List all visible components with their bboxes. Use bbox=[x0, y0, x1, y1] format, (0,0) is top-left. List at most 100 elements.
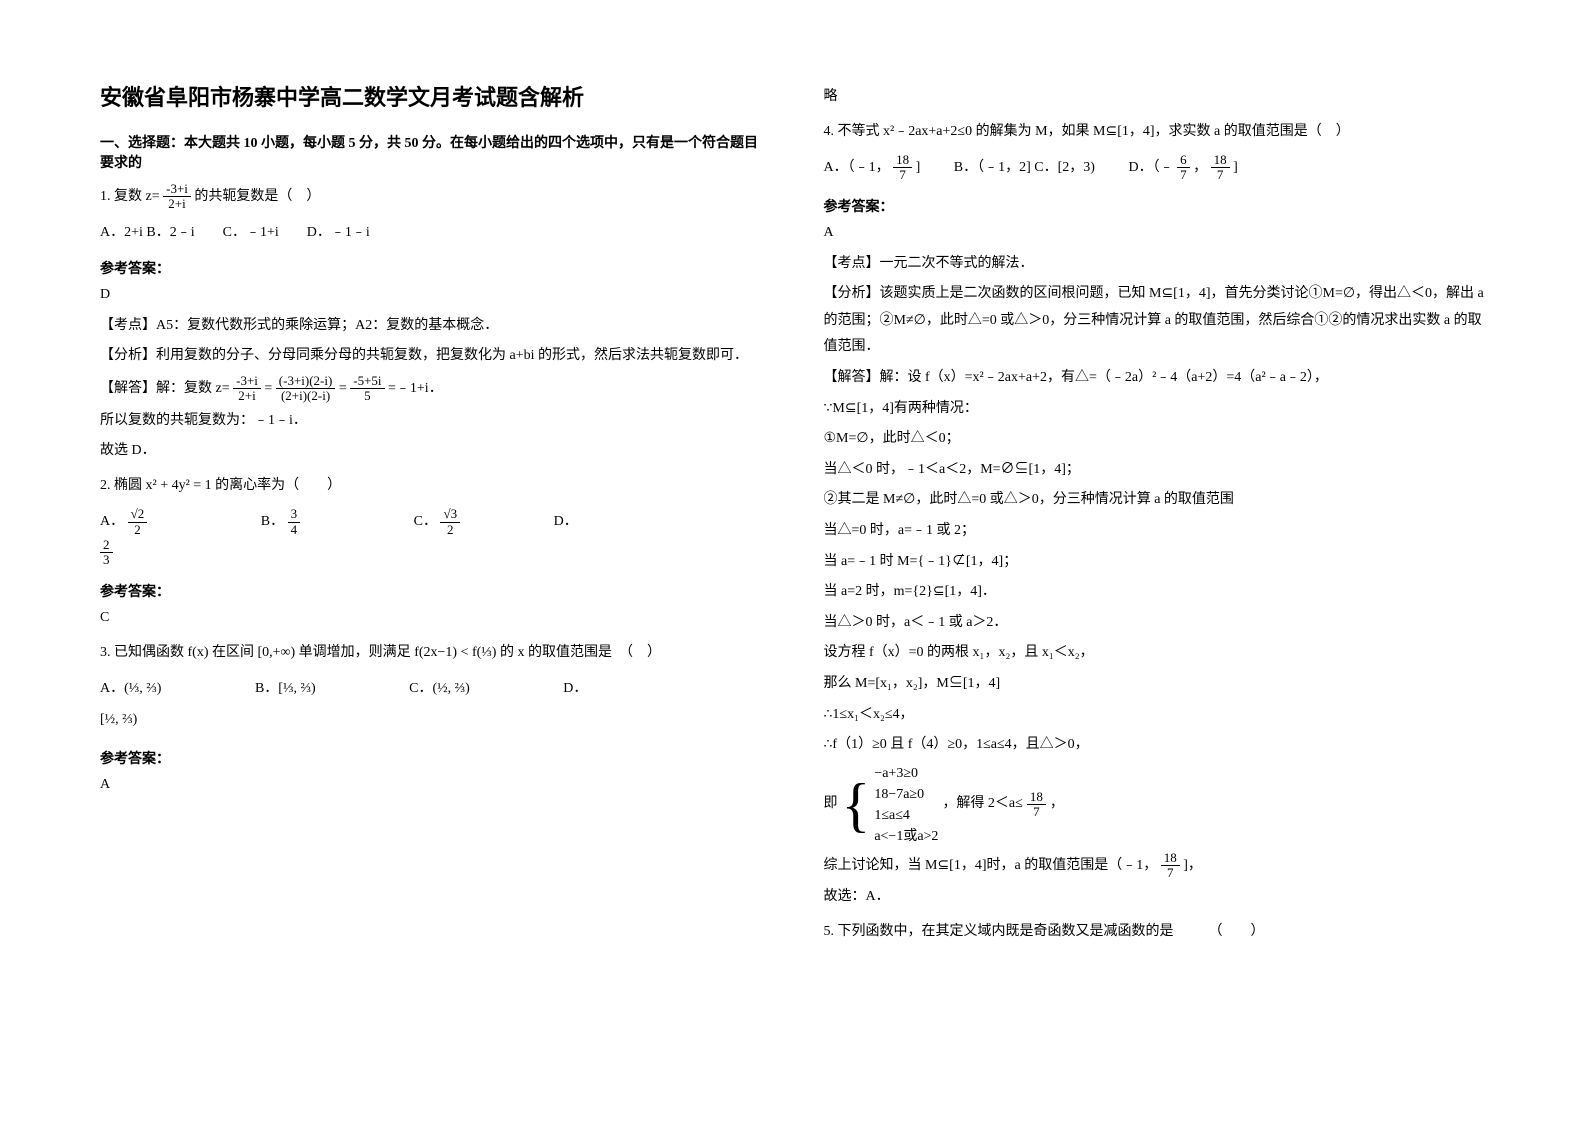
q1-stem-suffix: 的共轭复数是（ ） bbox=[194, 189, 320, 204]
q4-fenxi: 【分析】该题实质上是二次函数的区间根问题，已知 M⊆[1，4]，首先分类讨论①M… bbox=[824, 281, 1488, 361]
brace-suffix-prefix: ，解得 2＜a≤ bbox=[942, 791, 1022, 818]
q4-jieda-4: ②其二是 M≠∅，此时△=0 或△＞0，分三种情况计算 a 的取值范围 bbox=[824, 487, 1488, 514]
q1-jieda-line2: 所以复数的共轭复数为：﹣1﹣i． bbox=[100, 408, 764, 435]
fraction: 6 7 bbox=[1177, 153, 1190, 183]
q4-kaodian: 【考点】一元二次不等式的解法． bbox=[824, 251, 1488, 278]
frac-den: 7 bbox=[893, 168, 912, 182]
q3-stem-prefix: 3. 已知偶函数 f(x) 在区间 [0,+∞) 单调增加，则满足 bbox=[100, 645, 414, 660]
q4-optA: A．（﹣1， 18 7 ] bbox=[824, 153, 921, 184]
q1-jieda: 【解答】解：复数 z= -3+i 2+i = (-3+i)(2-i) (2+i)… bbox=[100, 374, 764, 404]
q2-options: A． √2 2 B． 3 4 C． √3 2 D． bbox=[100, 507, 764, 569]
frac-num: √2 bbox=[128, 507, 148, 522]
q4-jieda-10: 那么 M=[x₁，x₂]，M⊆[1，4] bbox=[824, 671, 1488, 698]
answer-label: 参考答案： bbox=[100, 581, 764, 601]
text: A．（﹣1， bbox=[824, 160, 890, 175]
q2-optD-fraction: 2 3 bbox=[100, 538, 113, 568]
frac-num: 2 bbox=[100, 538, 113, 553]
brace-line-0: −a+3≥0 bbox=[874, 766, 918, 781]
q3-options: A．(⅓, ⅔) B．[⅓, ⅔) C．(½, ⅔) D． [½, ⅔) bbox=[100, 674, 764, 736]
fraction: 18 7 bbox=[893, 153, 912, 183]
text: D．（﹣ bbox=[1128, 160, 1173, 175]
q4-options: A．（﹣1， 18 7 ] B．（﹣1，2] C．[2，3) D．（﹣ 6 7 … bbox=[824, 153, 1488, 184]
frac-den: 2 bbox=[440, 523, 460, 537]
q4-jieda-12: ∴f（1）≥0 且 f（4）≥0，1≤a≤4，且△＞0， bbox=[824, 732, 1488, 759]
text: ] bbox=[1233, 160, 1238, 175]
q4-optBC: B．（﹣1，2] C．[2，3) bbox=[954, 153, 1095, 184]
q4-jieda-0: 【解答】解：设 f（x）=x²﹣2ax+a+2，有△=（﹣2a）²﹣4（a+2）… bbox=[824, 365, 1488, 392]
frac-num: 18 bbox=[1161, 851, 1180, 866]
fraction: -5+5i 5 bbox=[350, 374, 384, 404]
q2-optB: B． 3 4 bbox=[261, 507, 300, 538]
question-4-stem: 4. 不等式 x²﹣2ax+a+2≤0 的解集为 M，如果 M⊆[1，4]，求实… bbox=[824, 119, 1488, 146]
text: ]， bbox=[1183, 858, 1202, 873]
q3-optC: C．(½, ⅔) bbox=[409, 674, 470, 705]
document-title: 安徽省阜阳市杨寨中学高二数学文月考试题含解析 bbox=[100, 80, 764, 112]
frac-den: 2 bbox=[128, 523, 148, 537]
frac-num: 18 bbox=[893, 153, 912, 168]
frac-num: (-3+i)(2-i) bbox=[276, 374, 336, 389]
fraction: 3 4 bbox=[288, 507, 301, 537]
question-1: 1. 复数 z= -3+i 2+i 的共轭复数是（ ） bbox=[100, 182, 764, 212]
brace-prefix: 即 bbox=[824, 791, 838, 818]
q4-jieda-8: 当△＞0 时，a＜﹣1 或 a＞2． bbox=[824, 610, 1488, 637]
q3-extra: 略 bbox=[824, 84, 1488, 111]
q2-optC: C． √3 2 bbox=[414, 507, 460, 538]
text: (⅓, ⅔) bbox=[124, 681, 161, 696]
frac-den: 5 bbox=[350, 389, 384, 403]
fraction: 18 7 bbox=[1027, 790, 1046, 820]
frac-num: 6 bbox=[1177, 153, 1190, 168]
frac-den: 7 bbox=[1177, 168, 1190, 182]
q4-conclusion: 综上讨论知，当 M⊆[1，4]时，a 的取值范围是（﹣1， 18 7 ]， bbox=[824, 851, 1488, 881]
q3-optA: A．(⅓, ⅔) bbox=[100, 674, 161, 705]
q1-kaodian: 【考点】A5：复数代数形式的乘除运算；A2：复数的基本概念． bbox=[100, 313, 764, 340]
q4-optD: D．（﹣ 6 7 ， 18 7 ] bbox=[1128, 153, 1237, 184]
q2-optD-label: D． bbox=[554, 507, 578, 538]
q4-jieda-3: 当△＜0 时，﹣1＜a＜2，M=∅⊆[1，4]； bbox=[824, 457, 1488, 484]
answer-label: 参考答案： bbox=[824, 196, 1488, 216]
q3-stem-suffix: 的 x 的取值范围是 （ ） bbox=[500, 645, 661, 660]
fraction: (-3+i)(2-i) (2+i)(2-i) bbox=[276, 374, 336, 404]
frac-den: (2+i)(2-i) bbox=[276, 389, 336, 403]
frac-den: 2+i bbox=[233, 389, 261, 403]
right-column: 略 4. 不等式 x²﹣2ax+a+2≤0 的解集为 M，如果 M⊆[1，4]，… bbox=[824, 80, 1488, 953]
frac-den: 2+i bbox=[163, 197, 191, 211]
left-column: 安徽省阜阳市杨寨中学高二数学文月考试题含解析 一、选择题：本大题共 10 小题，… bbox=[100, 80, 764, 953]
q1-answer: D bbox=[100, 282, 764, 309]
fraction: 18 7 bbox=[1161, 851, 1180, 881]
q3-answer: A bbox=[100, 772, 764, 799]
question-2-stem: 2. 椭圆 x² + 4y² = 1 的离心率为（ ） bbox=[100, 473, 764, 500]
q4-jieda-2: ①M=∅，此时△＜0； bbox=[824, 426, 1488, 453]
q1-options: A．2+i B．2﹣i C．﹣1+i D．﹣1﹣i bbox=[100, 220, 764, 247]
answer-label: 参考答案： bbox=[100, 748, 764, 768]
frac-den: 7 bbox=[1161, 866, 1180, 880]
q3-optB: B．[⅓, ⅔) bbox=[255, 674, 316, 705]
brace-body: −a+3≥0 18−7a≥0 1≤a≤4 a<−1或a>2 bbox=[874, 763, 938, 847]
text: 【解答】解：复数 z= bbox=[100, 381, 233, 396]
q4-final: 故选：A． bbox=[824, 884, 1488, 911]
q3-inequality: f(2x−1) < f(⅓) bbox=[414, 645, 496, 660]
frac-den: 4 bbox=[288, 523, 301, 537]
fraction: √2 2 bbox=[128, 507, 148, 537]
q4-jieda-1: ∵M⊆[1，4]有两种情况： bbox=[824, 396, 1488, 423]
q3-optD-label: D． bbox=[563, 674, 587, 705]
frac-num: -3+i bbox=[163, 182, 191, 197]
fraction: √3 2 bbox=[440, 507, 460, 537]
frac-num: 3 bbox=[288, 507, 301, 522]
q3-optD: [½, ⅔) bbox=[100, 712, 137, 727]
brace-line-2: 1≤a≤4 bbox=[874, 808, 910, 823]
answer-label: 参考答案： bbox=[100, 258, 764, 278]
text: (½, ⅔) bbox=[432, 681, 469, 696]
q4-jieda-6: 当 a=﹣1 时 M={﹣1}⊄[1，4]； bbox=[824, 549, 1488, 576]
frac-num: -3+i bbox=[233, 374, 261, 389]
frac-num: √3 bbox=[440, 507, 460, 522]
q4-jieda-7: 当 a=2 时，m={2}⊆[1，4]． bbox=[824, 579, 1488, 606]
q4-jieda-11: ∴1≤x₁＜x₂≤4， bbox=[824, 702, 1488, 729]
frac-den: 7 bbox=[1211, 168, 1230, 182]
text: 综上讨论知，当 M⊆[1，4]时，a 的取值范围是（﹣1， bbox=[824, 858, 1158, 873]
frac-den: 3 bbox=[100, 553, 113, 567]
text: ， bbox=[1193, 160, 1207, 175]
q4-brace-system: 即 { −a+3≥0 18−7a≥0 1≤a≤4 a<−1或a>2 ，解得 2＜… bbox=[824, 763, 1488, 847]
page: 安徽省阜阳市杨寨中学高二数学文月考试题含解析 一、选择题：本大题共 10 小题，… bbox=[0, 0, 1587, 993]
question-5-stem: 5. 下列函数中，在其定义域内既是奇函数又是减函数的是 （ ） bbox=[824, 919, 1488, 946]
brace-line-1: 18−7a≥0 bbox=[874, 787, 924, 802]
